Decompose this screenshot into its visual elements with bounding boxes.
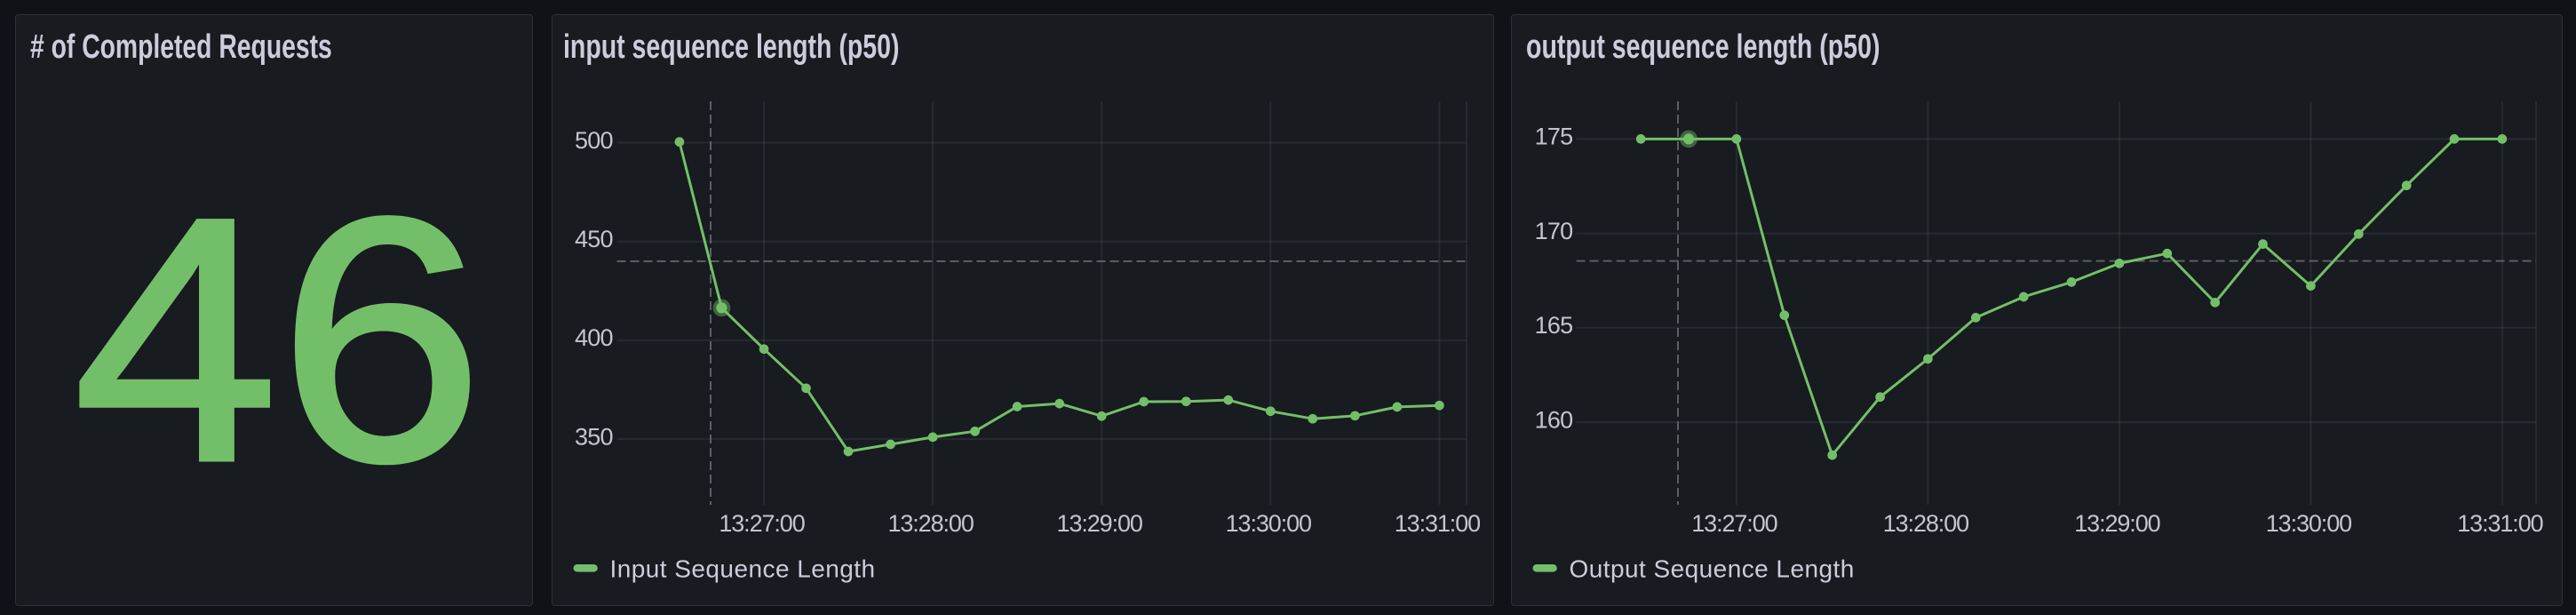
svg-text:500: 500 [575, 127, 613, 154]
svg-text:400: 400 [575, 324, 613, 351]
svg-text:13:27:00: 13:27:00 [1691, 510, 1777, 537]
svg-text:13:30:00: 13:30:00 [1226, 510, 1311, 537]
svg-text:13:31:00: 13:31:00 [1395, 510, 1480, 537]
svg-text:13:29:00: 13:29:00 [1057, 510, 1142, 537]
svg-text:13:28:00: 13:28:00 [887, 510, 973, 537]
svg-text:170: 170 [1535, 218, 1573, 244]
svg-text:13:27:00: 13:27:00 [719, 510, 804, 537]
svg-text:175: 175 [1535, 124, 1573, 150]
svg-text:13:30:00: 13:30:00 [2266, 510, 2351, 537]
svg-text:450: 450 [575, 226, 613, 252]
svg-text:13:31:00: 13:31:00 [2457, 510, 2542, 537]
svg-text:160: 160 [1535, 406, 1573, 433]
svg-text:13:29:00: 13:29:00 [2074, 510, 2159, 537]
svg-text:13:28:00: 13:28:00 [1883, 510, 1968, 537]
svg-text:Input Sequence Length: Input Sequence Length [610, 555, 876, 583]
svg-text:165: 165 [1535, 312, 1573, 339]
svg-text:Output Sequence Length: Output Sequence Length [1570, 555, 1855, 583]
svg-text:350: 350 [575, 423, 613, 450]
